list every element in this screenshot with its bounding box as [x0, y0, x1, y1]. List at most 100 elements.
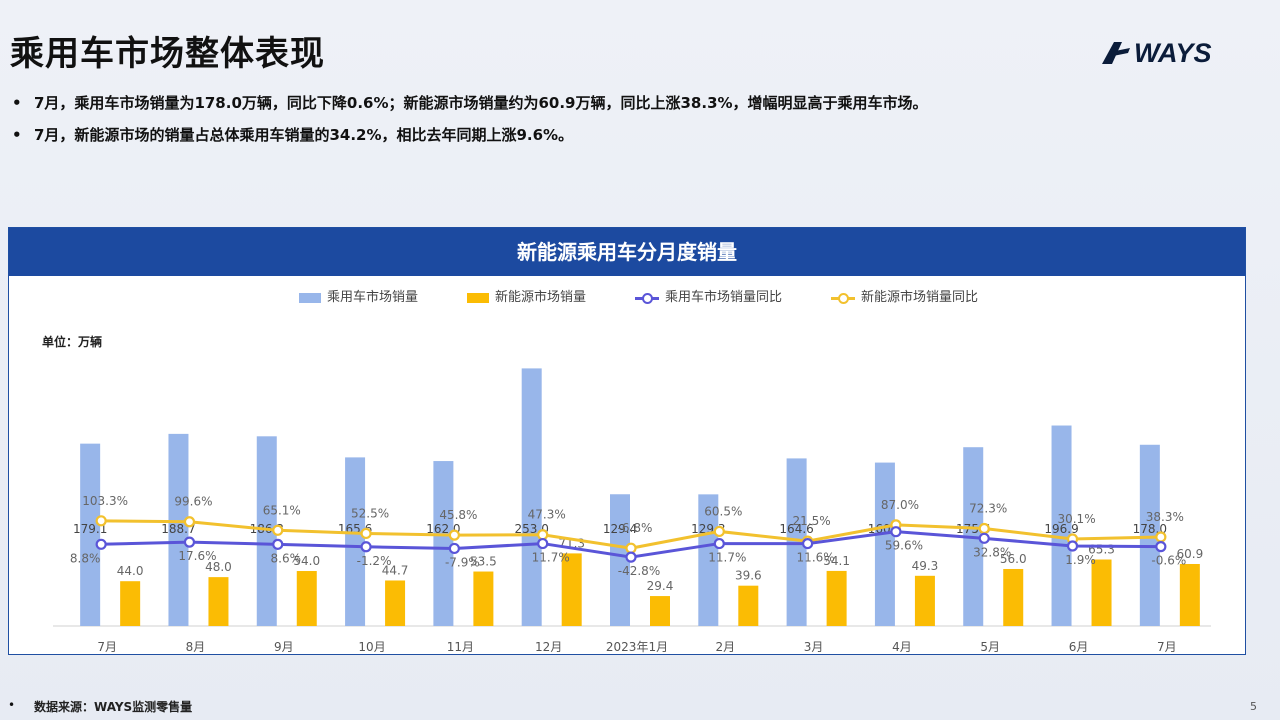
- point-total-yoy: [360, 541, 372, 553]
- bar-total-sales: [256, 436, 277, 626]
- point-total-yoy: [802, 538, 814, 550]
- bar-total-sales: [80, 443, 101, 626]
- point-nev-yoy: [95, 515, 107, 527]
- legend-label: 乘用车市场销量同比: [665, 290, 783, 305]
- point-total-yoy: [1066, 540, 1079, 552]
- data-label-nev-yoy: 38.3%: [1146, 510, 1184, 524]
- footer-bullet-icon: •: [8, 698, 16, 712]
- summary-bullets: 7月，乘用车市场销量为178.0万辆，同比下降0.6%；新能源市场销量约为60.…: [8, 90, 928, 154]
- legend-item-total-yoy: 乘用车市场销量同比: [635, 286, 782, 310]
- data-label-nev-yoy: 65.1%: [263, 503, 301, 517]
- data-label-nev-sales: 60.9: [1176, 547, 1203, 561]
- legend-label: 新能源市场销量同比: [861, 290, 979, 305]
- point-total-yoy: [537, 537, 549, 550]
- data-label-nev-sales: 39.6: [735, 569, 762, 583]
- x-tick-label: 2月: [715, 640, 735, 654]
- point-total-yoy: [890, 526, 902, 538]
- data-label-total-yoy: 8.8%: [70, 551, 101, 565]
- point-nev-yoy: [448, 529, 460, 541]
- point-nev-yoy: [360, 527, 372, 540]
- page-title: 乘用车市场整体表现: [10, 34, 325, 74]
- data-label-nev-yoy: 103.3%: [82, 494, 128, 508]
- data-label-nev-sales: 49.3: [912, 559, 939, 573]
- data-label-nev-sales: 56.0: [1000, 552, 1027, 566]
- x-tick-label: 7月: [97, 640, 117, 654]
- point-nev-yoy: [272, 524, 284, 536]
- data-label-nev-sales: 44.7: [382, 563, 409, 577]
- data-label-nev-yoy: 60.5%: [704, 504, 742, 518]
- data-label-nev-yoy: 21.5%: [793, 514, 831, 528]
- data-label-nev-yoy: 30.1%: [1057, 512, 1095, 526]
- data-source: 数据来源：WAYS监测零售量: [34, 700, 193, 714]
- x-tick-label: 9月: [274, 640, 294, 654]
- data-label-nev-sales: 54.1: [823, 554, 850, 568]
- legend-item-total-sales: 乘用车市场销量: [299, 286, 418, 310]
- summary-bullet: 7月，新能源市场的销量占总体乘用车销量的34.2%，相比去年同期上涨9.6%。: [8, 122, 928, 154]
- bar-total-sales: [433, 461, 454, 626]
- data-label-total-yoy: 11.7%: [532, 551, 570, 565]
- bar-nev-sales: [914, 575, 935, 626]
- bar-nev-sales: [296, 571, 317, 626]
- point-total-yoy: [272, 538, 284, 550]
- bar-nev-sales: [120, 581, 141, 626]
- x-tick-label: 8月: [186, 640, 206, 654]
- data-label-nev-sales: 44.0: [117, 564, 144, 578]
- x-tick-label: 7月: [1157, 640, 1177, 654]
- x-tick-label: 10月: [358, 640, 385, 654]
- x-tick-label: 2023年1月: [606, 640, 668, 654]
- point-nev-yoy: [713, 525, 725, 538]
- x-tick-label: 6月: [1069, 640, 1089, 654]
- legend-swatch: [299, 292, 321, 303]
- bar-nev-sales: [1003, 568, 1024, 626]
- bar-total-sales: [610, 494, 630, 626]
- legend-label: 乘用车市场销量: [327, 290, 419, 305]
- point-nev-yoy: [1155, 531, 1167, 543]
- bar-nev-sales: [1179, 563, 1200, 626]
- point-total-yoy: [713, 537, 725, 550]
- bar-nev-sales: [385, 580, 406, 626]
- data-label-nev-sales: 48.0: [205, 560, 232, 574]
- chart-legend: 乘用车市场销量 新能源市场销量 乘用车市场销量同比 新能源市场销量同比: [9, 286, 1245, 310]
- data-label-total-yoy: 32.8%: [973, 545, 1011, 559]
- data-label-total-yoy: -7.9%: [445, 555, 480, 569]
- x-tick-label: 4月: [892, 640, 912, 654]
- point-total-yoy: [625, 551, 637, 563]
- bar-nev-sales: [1091, 559, 1112, 626]
- data-label-total-sales: 164.6: [779, 522, 813, 536]
- bar-nev-sales: [826, 570, 847, 626]
- ways-logo-icon: [1102, 42, 1130, 64]
- page-number: 5: [1250, 700, 1257, 713]
- bar-nev-sales: [650, 596, 670, 626]
- legend-item-nev-sales: 新能源市场销量: [467, 286, 586, 310]
- legend-swatch: [831, 292, 855, 304]
- bar-nev-sales: [208, 577, 229, 626]
- legend-item-nev-yoy: 新能源市场销量同比: [831, 286, 978, 310]
- point-total-yoy: [978, 532, 990, 544]
- x-tick-label: 5月: [980, 640, 1000, 654]
- data-label-nev-yoy: 45.8%: [439, 508, 477, 522]
- data-label-total-yoy: 11.6%: [797, 551, 835, 565]
- legend-label: 新能源市场销量: [495, 290, 587, 305]
- chart-panel: 新能源乘用车分月度销量 乘用车市场销量 新能源市场销量 乘用车市场销量同比 新能…: [8, 227, 1246, 655]
- legend-swatch: [635, 292, 659, 304]
- data-label-total-yoy: -42.8%: [618, 564, 660, 578]
- data-label-total-yoy: -1.2%: [357, 554, 392, 568]
- bar-nev-sales: [473, 571, 494, 626]
- data-label-total-yoy: 17.6%: [178, 549, 216, 563]
- bar-total-sales: [168, 433, 189, 626]
- point-nev-yoy: [537, 529, 549, 541]
- data-label-nev-yoy: -6.8%: [618, 521, 653, 535]
- x-tick-label: 11月: [447, 640, 474, 654]
- point-total-yoy: [183, 536, 196, 548]
- x-tick-label: 12月: [535, 640, 562, 654]
- bar-total-sales: [698, 494, 719, 626]
- data-label-nev-yoy: 52.5%: [351, 506, 389, 520]
- data-label-nev-sales: 54.0: [293, 554, 320, 568]
- data-label-total-yoy: 1.9%: [1065, 553, 1096, 567]
- bar-nev-sales: [738, 585, 759, 626]
- chart-title: 新能源乘用车分月度销量: [9, 228, 1245, 276]
- bar-total-sales: [345, 457, 366, 626]
- logo-text: WAYS: [1134, 38, 1212, 68]
- data-label-nev-yoy: 99.6%: [174, 495, 212, 509]
- point-nev-yoy: [625, 542, 637, 554]
